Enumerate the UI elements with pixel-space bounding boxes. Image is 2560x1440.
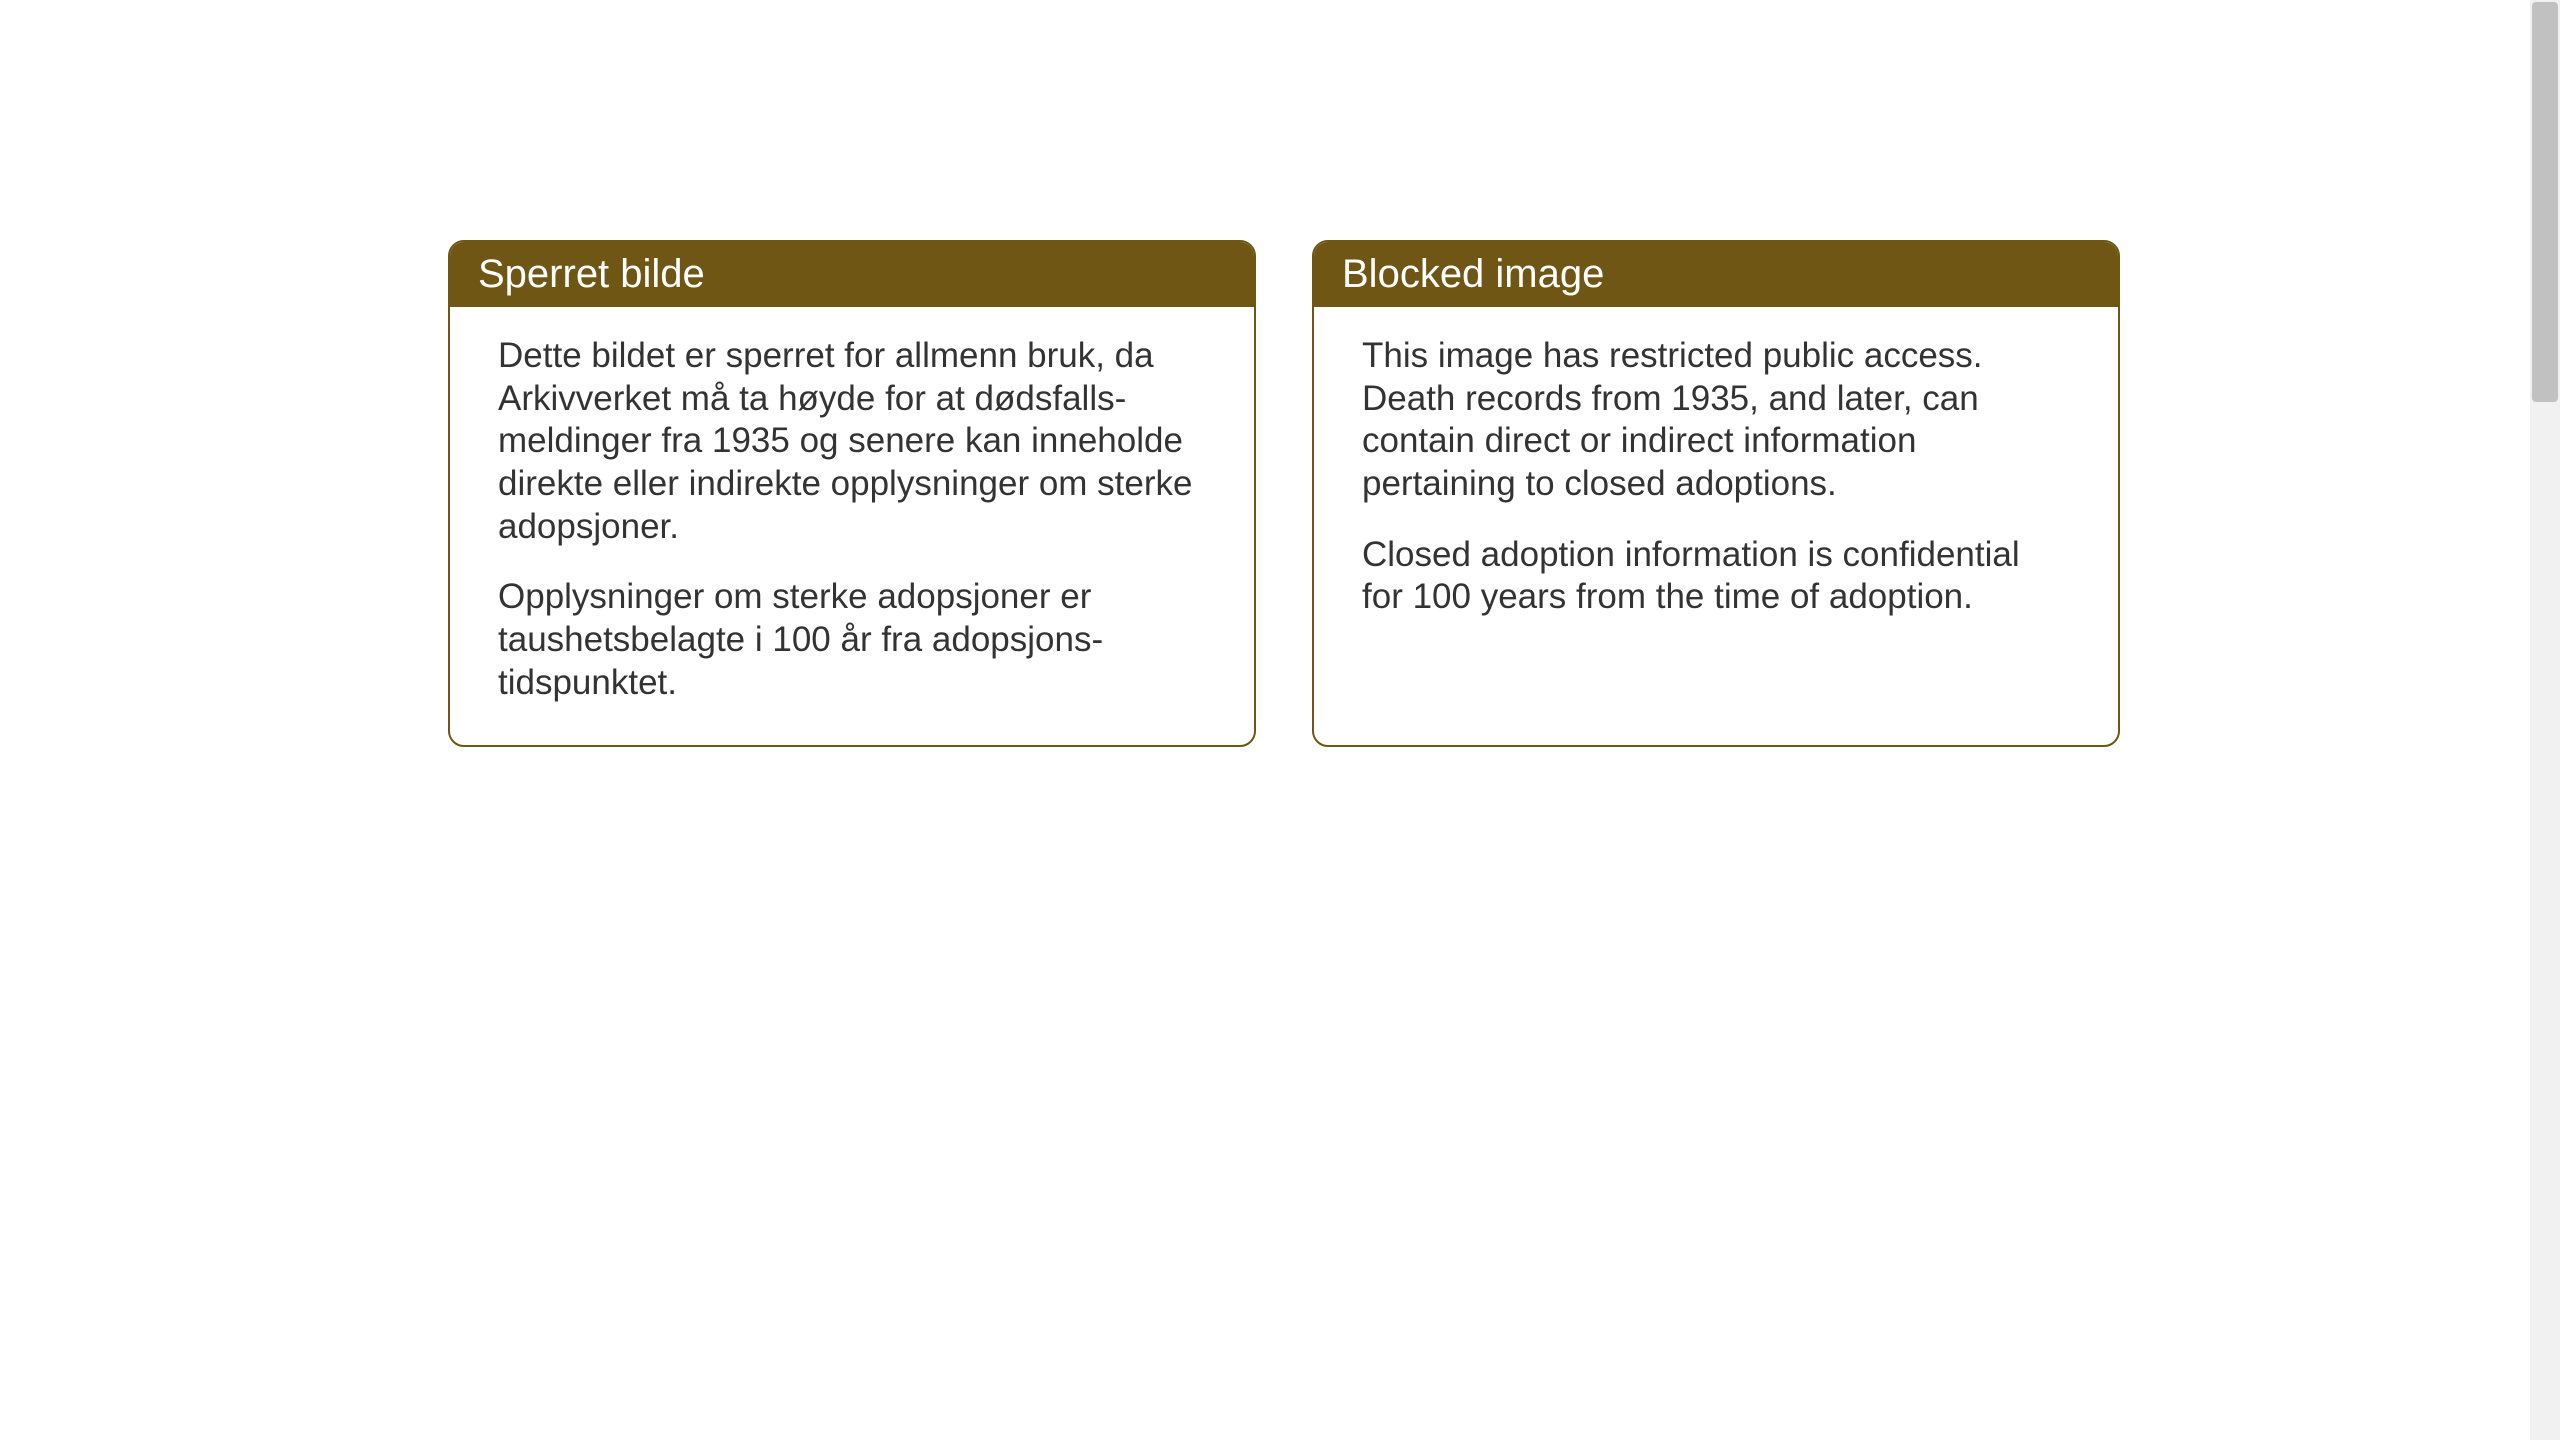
norwegian-paragraph-1: Dette bildet er sperret for allmenn bruk… [498,335,1206,548]
cards-container: Sperret bilde Dette bildet er sperret fo… [448,240,2120,747]
scrollbar-track[interactable] [2530,0,2560,1440]
english-card-body: This image has restricted public access.… [1314,307,2118,659]
norwegian-card-body: Dette bildet er sperret for allmenn bruk… [450,307,1254,745]
norwegian-card-title: Sperret bilde [450,242,1254,307]
english-card: Blocked image This image has restricted … [1312,240,2120,747]
english-paragraph-1: This image has restricted public access.… [1362,335,2070,506]
scrollbar-thumb[interactable] [2532,2,2558,402]
english-card-title: Blocked image [1314,242,2118,307]
english-paragraph-2: Closed adoption information is confident… [1362,534,2070,619]
norwegian-card: Sperret bilde Dette bildet er sperret fo… [448,240,1256,747]
norwegian-paragraph-2: Opplysninger om sterke adopsjoner er tau… [498,576,1206,704]
